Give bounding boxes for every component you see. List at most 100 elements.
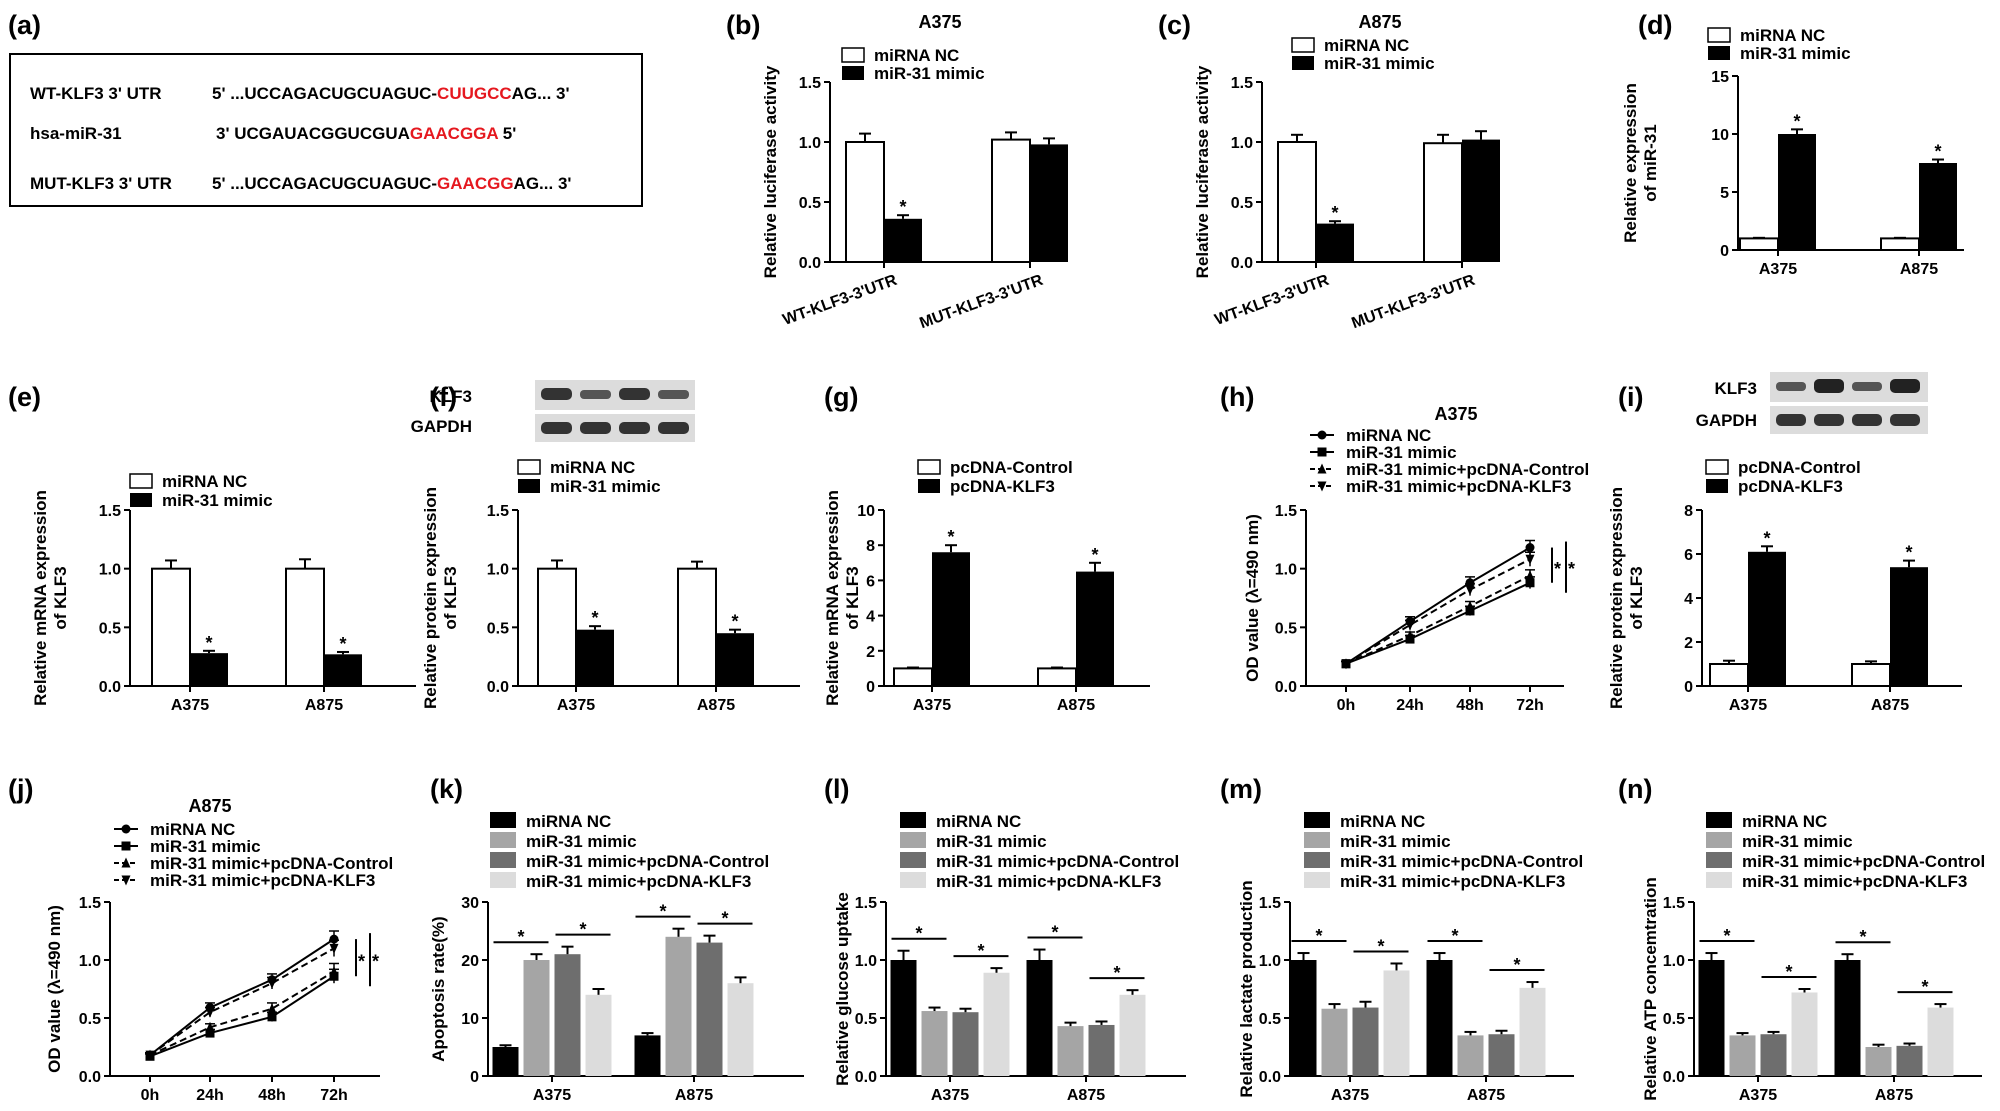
x-tick-label: 24h	[1396, 697, 1424, 714]
bar	[1088, 1024, 1115, 1076]
chart-panel-h: (h) A375 0.0 0.5 1.0 1.5 OD value (λ=490 nm) 0h…	[1220, 382, 1589, 714]
y-axis-label: Relative mRNA expressionof KLF3	[31, 490, 70, 706]
y-tick-label: 0	[470, 1069, 479, 1086]
bar	[1321, 1008, 1348, 1076]
x-tick-label: A875	[1871, 697, 1909, 714]
y-tick-label: 1.0	[1259, 953, 1281, 970]
significance-star: *	[1905, 543, 1912, 563]
x-tick-label: A375	[1759, 261, 1797, 278]
significance-star: *	[1091, 545, 1098, 565]
marker-triangle-up	[1525, 570, 1535, 581]
blot-i-klf3-band-2	[1814, 379, 1844, 393]
y-axis-label-line: Relative mRNA expression	[823, 490, 842, 706]
panel-label: (g)	[824, 382, 858, 412]
y-tick-label: 6	[1684, 547, 1693, 564]
seq-mir-seed: GAACGGA	[410, 124, 499, 143]
legend-swatch	[490, 812, 516, 828]
legend-label: miRNA NC	[1740, 26, 1825, 45]
legend-swatch	[900, 872, 926, 888]
significance-star: *	[1793, 111, 1800, 131]
seq-mir-tail: 5'	[498, 124, 516, 143]
x-tick-label: A875	[697, 697, 735, 714]
y-tick-label: 0.5	[79, 1011, 101, 1028]
bar	[1119, 994, 1146, 1076]
legend-label: miRNA NC	[1340, 812, 1425, 831]
y-tick-label: 15	[1711, 69, 1729, 86]
blot-f-gapdh-band-3	[619, 422, 650, 434]
y-axis-label-line: Relative protein expression	[421, 487, 440, 709]
y-axis-label: Relative lactate production	[1237, 880, 1256, 1097]
chart-panel-d: (d) 0 5 10 15 Relative expressionof miR-31 A37…	[1621, 10, 1964, 278]
panel-label: (i)	[1618, 382, 1643, 412]
bar	[1026, 960, 1053, 1076]
blot-f-klf3-label: KLF3	[430, 387, 473, 406]
x-tick-label: A375	[171, 697, 209, 714]
x-tick-label: A375	[1739, 1087, 1777, 1104]
legend-swatch	[129, 473, 153, 489]
x-tick-label: 72h	[1516, 697, 1544, 714]
y-tick-label: 0.5	[1275, 620, 1297, 637]
significance-star: *	[659, 902, 666, 922]
legend-swatch	[842, 66, 864, 80]
x-tick-label: MUT-KLF3-3'UTR	[1349, 272, 1477, 333]
marker-triangle-down	[145, 1050, 155, 1061]
panel-label: (e)	[8, 382, 41, 412]
legend-label: miR-31 mimic	[936, 832, 1047, 851]
legend-label: miRNA NC	[1346, 426, 1431, 445]
legend-label: miRNA NC	[936, 812, 1021, 831]
significance-star: *	[899, 197, 906, 217]
series-line	[1345, 581, 1531, 665]
panel-label: (l)	[824, 774, 849, 804]
bar	[1919, 163, 1957, 250]
significance-star: *	[977, 941, 984, 961]
y-tick-label: 30	[461, 895, 479, 912]
y-axis-label-line: of KLF3	[441, 566, 460, 629]
bar	[1760, 1034, 1787, 1076]
legend-swatch	[490, 832, 516, 848]
y-tick-label: 1.5	[1663, 895, 1685, 912]
marker-triangle-up	[1317, 463, 1327, 474]
legend-swatch	[490, 872, 516, 888]
legend-label: miRNA NC	[526, 812, 611, 831]
bar	[884, 218, 922, 262]
bar	[634, 1035, 661, 1076]
bar	[554, 954, 581, 1076]
legend-label: miR-31 mimic+pcDNA-Control	[526, 852, 769, 871]
significance-star: *	[579, 920, 586, 940]
blot-i-klf3-band-4	[1890, 379, 1920, 393]
bar	[1748, 551, 1786, 686]
x-tick-label: A875	[1875, 1087, 1913, 1104]
bar	[893, 667, 933, 688]
legend-swatch	[517, 459, 541, 475]
bar	[585, 994, 612, 1076]
bar	[1423, 142, 1463, 263]
y-tick-label: 20	[461, 953, 479, 970]
x-tick-label: 0h	[1337, 697, 1356, 714]
legend-label: miR-31 mimic+pcDNA-KLF3	[1340, 872, 1565, 891]
legend-label: miR-31 mimic	[550, 477, 661, 496]
marker-triangle-up	[121, 857, 131, 868]
y-tick-label: 6	[866, 573, 875, 590]
legend-label: pcDNA-KLF3	[1738, 477, 1843, 496]
y-tick-label: 1.0	[1231, 135, 1253, 152]
y-tick-label: 1.5	[799, 75, 821, 92]
legend-label: miR-31 mimic+pcDNA-Control	[150, 854, 393, 873]
alignment-row-wt: WT-KLF3 3' UTR 5' ...UCCAGACUGCUAGUC-CUU…	[30, 84, 570, 103]
blot-i-gapdh-band-3	[1852, 414, 1882, 426]
marker-square	[1525, 578, 1535, 588]
x-tick-label: A375	[1331, 1087, 1369, 1104]
significance-star: *	[1331, 203, 1338, 223]
marker-square	[121, 841, 131, 851]
series-line	[1345, 558, 1531, 665]
legend-label: miRNA NC	[162, 472, 247, 491]
bar	[727, 983, 754, 1076]
y-axis-label: Relative ATP concemtration	[1641, 877, 1660, 1101]
series-line	[149, 938, 335, 1056]
marker-circle	[1465, 578, 1475, 588]
y-axis-label: Relative luciferase activity	[761, 65, 780, 278]
legend-label: miR-31 mimic	[1742, 832, 1853, 851]
bar	[665, 936, 692, 1076]
legend-label: miR-31 mimic	[874, 64, 985, 83]
significance-star: *	[915, 924, 922, 944]
